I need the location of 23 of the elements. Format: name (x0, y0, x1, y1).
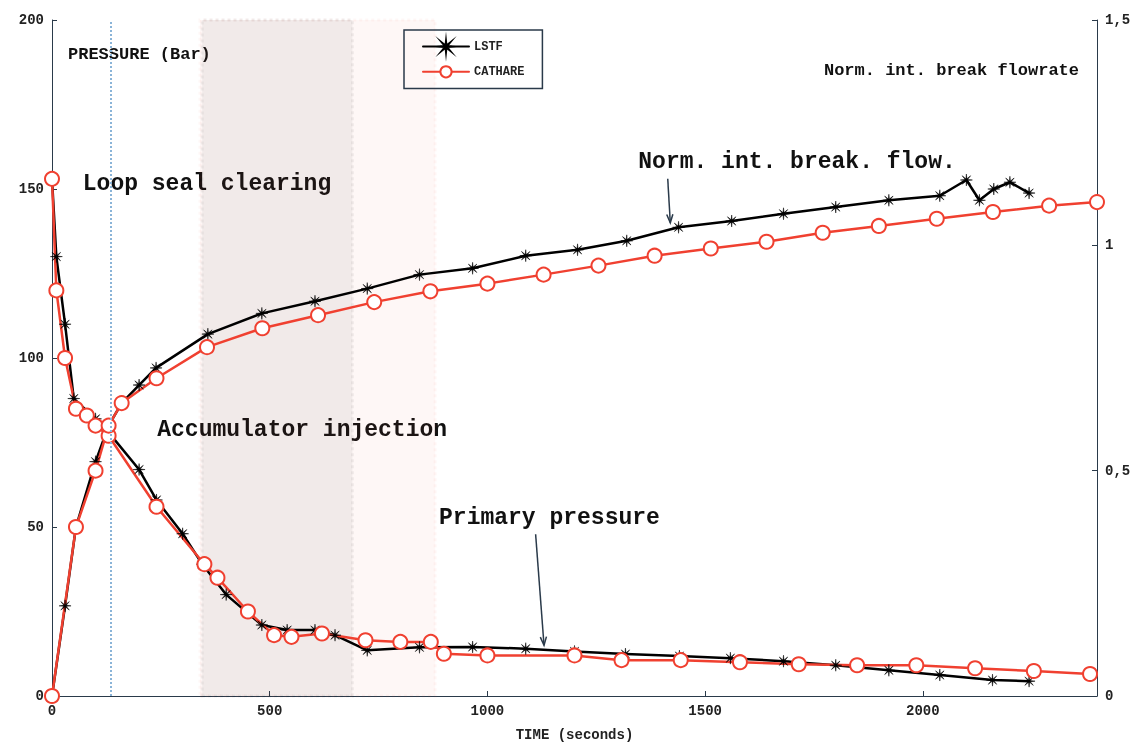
y2-tick-label: 0 (1105, 688, 1114, 704)
ref-line-label: Loop seal clearing (82, 170, 332, 197)
y-tick-label: 150 (18, 181, 44, 197)
y-tick-label: 0 (35, 688, 44, 704)
y-tick-label: 200 (18, 12, 44, 28)
x-axis-title: TIME (seconds) (515, 727, 634, 743)
y-tick-label: 50 (27, 519, 44, 535)
band-label: Accumulator injection (157, 416, 448, 443)
legend-label: LSTF (474, 39, 503, 54)
y2-tick-label: 0,5 (1105, 462, 1131, 479)
y2-tick-label: 1 (1105, 237, 1114, 254)
x-tick-label: 1000 (470, 703, 505, 719)
x-tick-label: 500 (257, 703, 283, 719)
annotation: Norm. int. break. flow. (638, 149, 956, 176)
y2-axis-title: Norm. int. break flowrate (823, 61, 1080, 80)
y-axis-title: PRESSURE (Bar) (68, 45, 211, 64)
legend-label: CATHARE (474, 64, 525, 79)
x-tick-label: 0 (47, 703, 57, 719)
y2-tick-label: 1,5 (1105, 12, 1131, 28)
x-tick-label: 1500 (688, 703, 722, 719)
annotation: Primary pressure (439, 504, 660, 531)
y-tick-label: 100 (18, 350, 44, 366)
x-tick-label: 2000 (906, 703, 940, 719)
